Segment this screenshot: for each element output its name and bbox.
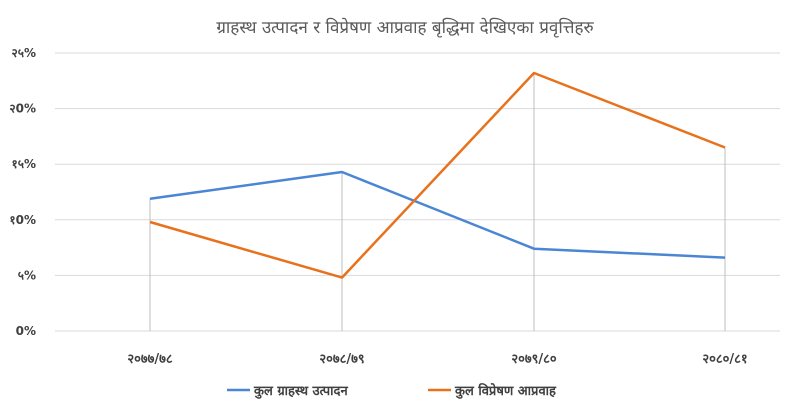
y-axis: 0% ५% १0% १५% २0% २५%	[9, 46, 36, 338]
series-lines	[149, 71, 726, 279]
series-line-1	[149, 71, 726, 279]
x-tick-label: २०८०/८१	[702, 352, 747, 367]
y-tick-label: १५%	[11, 157, 36, 171]
x-tick-label: २०७९/८०	[511, 352, 557, 367]
y-tick-label: ५%	[18, 268, 36, 282]
x-tick-label: २०७८/७९	[319, 352, 364, 367]
legend-label-0: कुल ग्राहस्थ उत्पादन	[253, 384, 348, 399]
legend-label-1: कुल विप्रेषण आप्रवाह	[454, 383, 557, 399]
series-line-0	[149, 170, 726, 259]
chart-title: ग्राहस्थ उत्पादन र विप्रेषण आप्रवाह बृद्…	[216, 17, 594, 38]
y-tick-label: १0%	[9, 213, 36, 227]
y-tick-label: 0%	[16, 324, 36, 338]
y-tick-label: २0%	[9, 102, 36, 116]
legend: कुल ग्राहस्थ उत्पादन कुल विप्रेषण आप्रवाह	[227, 383, 557, 399]
category-droplines	[149, 73, 726, 331]
y-tick-label: २५%	[11, 46, 36, 60]
x-tick-label: २०७७/७८	[127, 352, 173, 367]
gridlines	[55, 52, 780, 332]
x-axis: २०७७/७८ २०७८/७९ २०७९/८० २०८०/८१	[127, 352, 747, 367]
